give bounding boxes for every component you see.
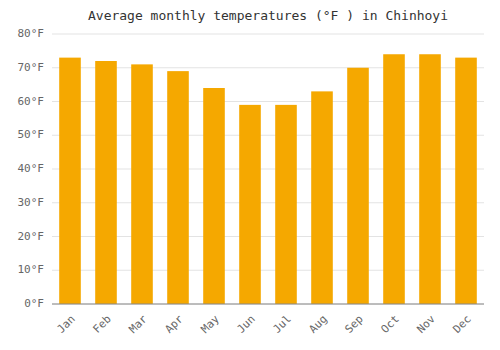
bar — [311, 91, 333, 304]
x-axis-line — [52, 304, 484, 305]
bar — [239, 105, 261, 304]
bar — [167, 71, 189, 304]
x-tick-label: Feb — [91, 313, 114, 336]
x-tick-label: Jul — [271, 313, 294, 336]
x-tick-label: May — [199, 312, 223, 336]
title: Average monthly temperatures (°F ) in Ch… — [88, 8, 448, 23]
bar — [275, 105, 297, 304]
bar — [455, 58, 477, 304]
x-tick-label: Jan — [55, 313, 78, 336]
grid-line — [52, 34, 484, 35]
y-tick-label: 50°F — [18, 128, 45, 141]
bar — [131, 64, 153, 304]
y-tick-label: 30°F — [18, 196, 45, 209]
y-tick-label: 80°F — [18, 27, 45, 40]
bar — [383, 54, 405, 304]
x-tick-label: Dec — [451, 313, 474, 336]
grid — [52, 34, 484, 304]
grid-line — [52, 304, 484, 305]
x-tick-label: Nov — [415, 312, 439, 336]
y-tick-label: 40°F — [18, 162, 45, 175]
y-tick-label: 0°F — [24, 297, 44, 310]
x-tick-label: Mar — [127, 312, 151, 336]
x-tick-label: Jun — [235, 313, 258, 336]
bar — [95, 61, 117, 304]
y-tick-label: 20°F — [18, 230, 45, 243]
x-tick-label: Sep — [343, 313, 366, 336]
bars — [59, 54, 477, 304]
y-tick-label: 70°F — [18, 61, 45, 74]
bar — [419, 54, 441, 304]
x-axis: Jan Feb Mar Apr May Jun Jul Aug Sep Oct Nov Dec — [55, 312, 474, 336]
bar — [347, 68, 369, 304]
bar — [59, 58, 81, 304]
chart: 0°F 10°F 20°F 30°F 40°F 50°F 60°F 70°F 80°F Jan Fe… — [0, 0, 500, 350]
y-axis: 0°F 10°F 20°F 30°F 40°F 50°F 60°F 70°F 80°F — [18, 27, 45, 310]
y-tick-label: 60°F — [18, 95, 45, 108]
y-tick-label: 10°F — [18, 263, 45, 276]
x-tick-label: Apr — [163, 312, 187, 336]
bar — [203, 88, 225, 304]
x-tick-label: Aug — [307, 313, 330, 336]
x-tick-label: Oct — [379, 313, 402, 336]
